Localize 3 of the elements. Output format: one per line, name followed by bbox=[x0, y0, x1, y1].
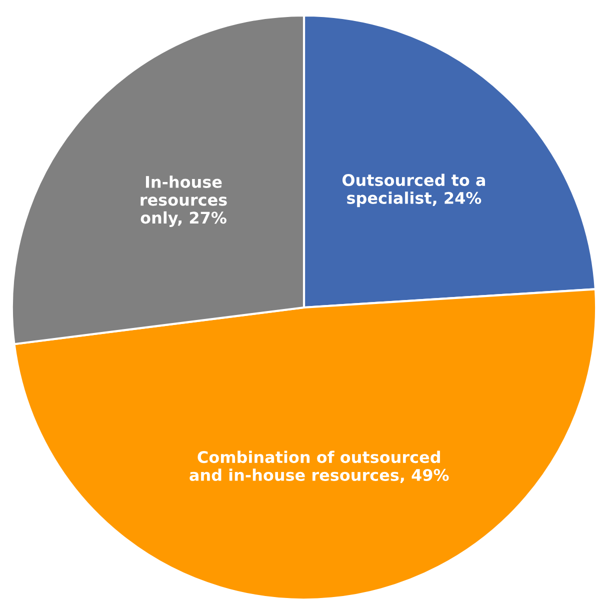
slice-label: Combination of outsourced and in-house resources, 49% bbox=[190, 450, 449, 484]
slice-label: Outsourced to a specialist, 24% bbox=[342, 174, 485, 208]
slice-label: In-house resources only, 27% bbox=[140, 176, 227, 227]
